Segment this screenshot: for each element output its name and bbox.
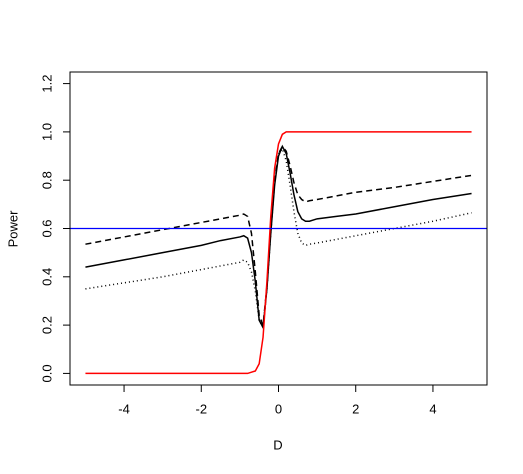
- y-tick-label: 1.0: [39, 123, 54, 141]
- y-tick-label: 1.2: [39, 75, 54, 93]
- y-tick-label: 0.4: [39, 268, 54, 286]
- x-tick-label: 0: [275, 401, 282, 416]
- y-tick-label: 0.6: [39, 219, 54, 237]
- x-tick-label: 2: [352, 401, 359, 416]
- y-tick-label: 0.8: [39, 171, 54, 189]
- y-tick-label: 0.0: [39, 364, 54, 382]
- x-tick-label: 4: [429, 401, 436, 416]
- y-axis-label: Power: [5, 210, 20, 248]
- series-line: [85, 145, 472, 326]
- x-tick-label: -4: [118, 401, 130, 416]
- plot-frame: [69, 71, 488, 386]
- x-axis-label: D: [273, 437, 282, 452]
- y-tick-label: 0.2: [39, 316, 54, 334]
- series-line: [85, 147, 472, 331]
- series-line: [85, 131, 472, 375]
- series-line: [85, 144, 472, 331]
- x-tick-label: -2: [195, 401, 207, 416]
